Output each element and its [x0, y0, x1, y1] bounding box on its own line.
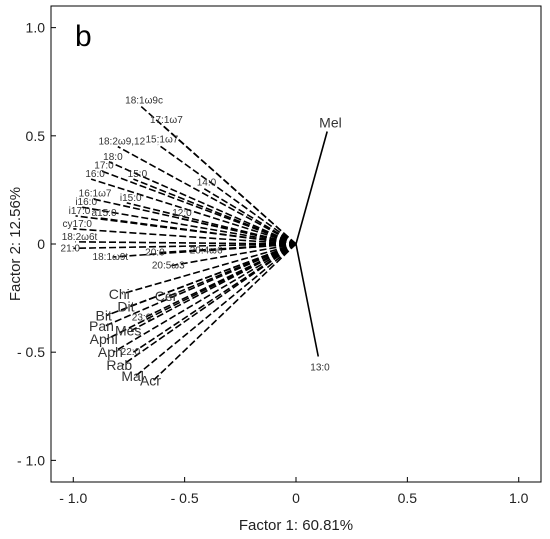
vector-rab: [121, 243, 297, 366]
vector-16-0: [90, 178, 297, 245]
vector-i16-0: [82, 206, 297, 245]
vector-label-cer: Cer: [155, 288, 178, 304]
vector-cy17-0: [73, 228, 297, 245]
vector-15-1w7: [157, 143, 297, 245]
vector-pan: [104, 243, 297, 327]
vector-label-13-0: 13:0: [310, 363, 330, 374]
vector-label-bit: Bit: [96, 307, 112, 323]
vector-i17-0: [75, 215, 297, 245]
vector-14-0: [202, 187, 297, 245]
vector-label-aphl: Aphl: [90, 331, 118, 347]
vector-label-18-1w9t: 18:1ω9t: [93, 252, 129, 263]
vector-aph: [112, 243, 297, 353]
vector-label-21-0: 21:0: [61, 243, 81, 254]
vector-label-aph: Aph: [98, 344, 123, 360]
vector-label-14-0: 14:0: [197, 178, 217, 189]
x-tick-label: 1.0: [509, 490, 529, 506]
vector-label-17-0: 17:0: [94, 160, 114, 171]
vector-label-16-0: 16:0: [85, 169, 105, 180]
vector-label-acr: Acr: [140, 372, 161, 388]
y-tick-label: 0.5: [26, 128, 46, 144]
y-axis-title: Factor 2: 12.56%: [7, 187, 24, 301]
vector-label-16-1w7: 16:1ω7: [79, 189, 112, 200]
x-axis-title: Factor 1: 60.81%: [239, 517, 353, 534]
vector-label-chi: Chi: [109, 286, 130, 302]
vector-label-23-0: 23:0: [132, 313, 152, 324]
vector-label-mes: Mes: [115, 323, 141, 339]
vector-aphl: [106, 243, 297, 340]
vector-17-1w7: [161, 124, 297, 245]
vector-label-18-0: 18:0: [103, 152, 123, 163]
vector-label-20-5w3: 20:5ω3: [152, 261, 185, 272]
vector-20-5w3: [171, 243, 297, 267]
y-axis-ticks: 1.0 0.5 0 - 0.5 - 1.0: [17, 20, 56, 468]
vector-label-15-0: 15:0: [128, 169, 148, 180]
vector-label-22-0: 22:0: [121, 347, 141, 358]
vector-bit: [106, 243, 297, 317]
x-tick-label: - 1.0: [59, 490, 87, 506]
vector-12-0: [177, 217, 297, 245]
vector-label-i15-0: i15:0: [120, 193, 142, 204]
vector-acr: [152, 243, 297, 381]
vector-label-a15-0: a15:0: [91, 208, 116, 219]
vector-label-20-4w6: 20:4ω6: [190, 245, 223, 256]
vector-mel: [295, 131, 328, 245]
vector-label-mal: Mal: [121, 368, 144, 384]
vector-label-15-1w7: 15:1ω7: [145, 134, 178, 145]
vector-label-18-2w6t: 18:2ω6t: [62, 232, 98, 243]
y-tick-label: 0: [37, 236, 45, 252]
vector-label-mel: Mel: [319, 114, 342, 130]
y-tick-label: 1.0: [26, 20, 46, 36]
vector-23-0: [144, 243, 297, 319]
x-tick-label: 0.5: [398, 490, 418, 506]
vector-18-0: [108, 161, 297, 245]
vector-20-4w6: [209, 243, 297, 252]
vector-21-0: [73, 243, 297, 250]
vector-label-dit: Dit: [117, 299, 134, 315]
panel-label: b: [75, 20, 92, 53]
vector-18-2w9-12: [117, 145, 297, 245]
vector-label-18-2w9-12: 18:2ω9,12: [98, 137, 145, 148]
vector-labels: Mel13:018:1ω9c17:1ω715:1ω718:2ω9,1218:01…: [61, 96, 342, 389]
vector-15-0: [133, 178, 297, 245]
y-tick-label: - 0.5: [17, 344, 45, 360]
y-tick-label: - 1.0: [17, 452, 45, 468]
vector-13-0: [295, 243, 320, 357]
vector-label-cy17-0: cy17:0: [63, 219, 93, 230]
vector-label-i17-0: i17:0: [69, 206, 91, 217]
vector-label-20-0: 20:0: [145, 248, 165, 259]
vector-i15-0: [126, 202, 297, 245]
vector-label-pan: Pan: [89, 318, 114, 334]
x-tick-label: - 0.5: [171, 490, 199, 506]
vector-mal: [135, 243, 297, 377]
vector-chi: [122, 243, 297, 295]
x-axis-ticks: - 1.0 - 0.5 0 0.5 1.0: [59, 477, 529, 506]
vector-18-2w6t: [75, 241, 297, 245]
vector-label-i16-0: i16:0: [75, 197, 97, 208]
vector-label-rab: Rab: [106, 357, 132, 373]
vector-label-18-1w9c: 18:1ω9c: [125, 96, 163, 107]
x-tick-label: 0: [292, 490, 300, 506]
vector-label-17-1w7: 17:1ω7: [150, 115, 183, 126]
loading-vectors: [73, 104, 328, 381]
vector-label-12-0: 12:0: [172, 208, 192, 219]
